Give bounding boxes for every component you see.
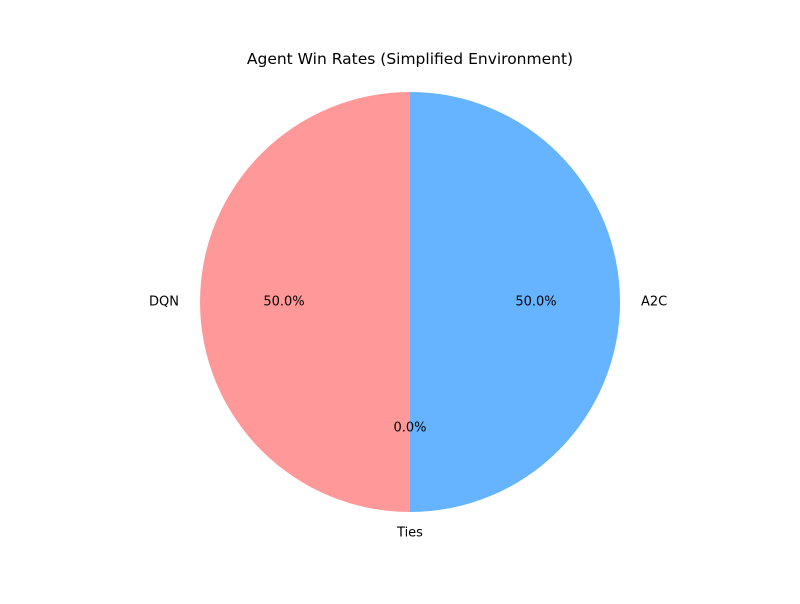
pie-slice-dqn — [200, 92, 410, 512]
slice-label-ties: Ties — [396, 526, 423, 541]
pie-slices — [200, 92, 620, 512]
slice-label-dqn: DQN — [149, 295, 179, 310]
pie-labels: A2C 50.0% Ties 0.0% DQN 50.0% — [149, 295, 667, 541]
percent-label-dqn: 50.0% — [263, 295, 304, 310]
pie-slice-a2c — [410, 92, 620, 512]
percent-label-a2c: 50.0% — [515, 295, 556, 310]
slice-label-a2c: A2C — [641, 295, 667, 310]
percent-label-ties: 0.0% — [393, 421, 426, 436]
chart-title: Agent Win Rates (Simplified Environment) — [247, 50, 573, 68]
